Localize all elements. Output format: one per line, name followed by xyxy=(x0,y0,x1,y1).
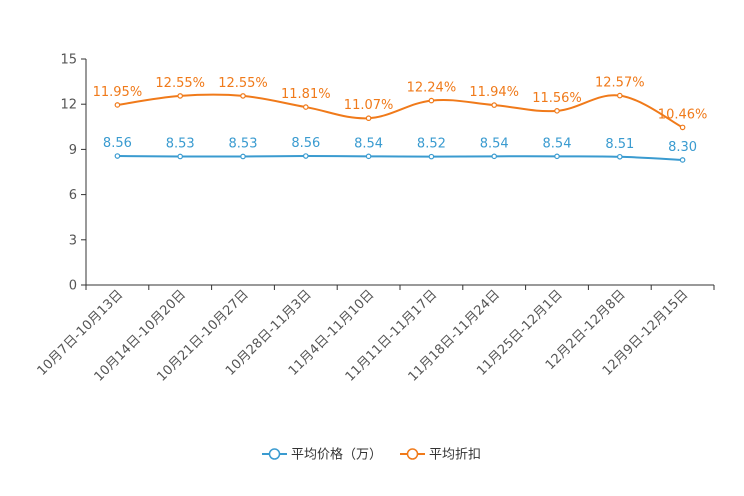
data-point[interactable] xyxy=(616,92,623,99)
data-label: 8.56 xyxy=(291,136,320,151)
data-point[interactable] xyxy=(114,153,121,159)
data-point[interactable] xyxy=(177,93,184,99)
data-label: 12.24% xyxy=(407,81,457,96)
data-point[interactable] xyxy=(491,153,498,160)
y-tick-label: 3 xyxy=(69,233,77,248)
data-label: 8.56 xyxy=(103,136,132,151)
y-tick-label: 6 xyxy=(69,188,77,203)
data-point[interactable] xyxy=(679,124,686,131)
data-label: 8.53 xyxy=(166,136,195,151)
x-axis-ticks: 10月7日-10月13日10月14日-10月20日10月21日-10月27日10… xyxy=(35,285,715,385)
data-point[interactable] xyxy=(616,153,623,160)
series-line xyxy=(117,155,683,161)
data-label: 8.30 xyxy=(668,140,697,155)
data-label: 11.95% xyxy=(93,85,143,100)
y-tick-label: 12 xyxy=(60,98,77,113)
data-label: 12.57% xyxy=(595,76,645,91)
data-label: 12.55% xyxy=(218,76,268,91)
data-label: 8.51 xyxy=(605,137,634,152)
data-point[interactable] xyxy=(240,93,246,99)
legend-label: 平均价格（万） xyxy=(291,447,382,463)
data-label: 8.54 xyxy=(480,136,509,151)
series-layer: 8.56 8.53 8.53 8.56 8.54 8.52 8.54 8.54 8.51 8.30… xyxy=(93,76,708,163)
data-point[interactable] xyxy=(428,97,435,104)
data-point[interactable] xyxy=(114,102,121,108)
data-label: 8.53 xyxy=(229,136,258,151)
data-point[interactable] xyxy=(240,153,246,160)
legend-item-1[interactable]: 平均价格（万） xyxy=(262,447,382,463)
data-point[interactable] xyxy=(428,153,435,160)
data-label: 10.46% xyxy=(658,107,708,122)
data-point[interactable] xyxy=(365,115,372,122)
data-label: 8.54 xyxy=(543,136,572,151)
data-label: 8.54 xyxy=(354,136,383,151)
series-2: 11.95% 12.55% 12.55% 11.81% 11.07% 12.24% 11.9… xyxy=(93,76,708,131)
legend-label: 平均折扣 xyxy=(429,448,481,463)
data-label: 11.07% xyxy=(344,98,394,113)
data-point[interactable] xyxy=(177,153,184,160)
data-label: 12.55% xyxy=(155,76,205,91)
data-label: 11.81% xyxy=(281,87,331,102)
data-label: 11.94% xyxy=(469,85,519,100)
data-point[interactable] xyxy=(679,157,686,163)
series-line xyxy=(117,93,684,129)
data-label: 11.56% xyxy=(532,91,582,106)
data-point[interactable] xyxy=(302,153,309,159)
data-point[interactable] xyxy=(554,108,560,114)
y-tick-label: 9 xyxy=(69,143,77,158)
legend[interactable]: 平均价格（万） 平均折扣 xyxy=(262,447,481,463)
legend-item-2[interactable]: 平均折扣 xyxy=(400,448,481,463)
y-tick-label: 15 xyxy=(60,53,77,68)
y-axis-ticks: 0 3 6 9 12 15 xyxy=(60,53,86,294)
series-1: 8.56 8.53 8.53 8.56 8.54 8.52 8.54 8.54 8.51 8.30 xyxy=(103,136,697,163)
legend-marker-icon xyxy=(268,448,281,460)
data-point[interactable] xyxy=(365,153,372,160)
data-point[interactable] xyxy=(554,153,560,160)
data-label: 8.52 xyxy=(417,137,446,152)
data-point[interactable] xyxy=(491,102,498,108)
y-tick-label: 0 xyxy=(69,279,77,294)
legend-marker-icon xyxy=(406,448,419,460)
data-point[interactable] xyxy=(302,104,309,110)
